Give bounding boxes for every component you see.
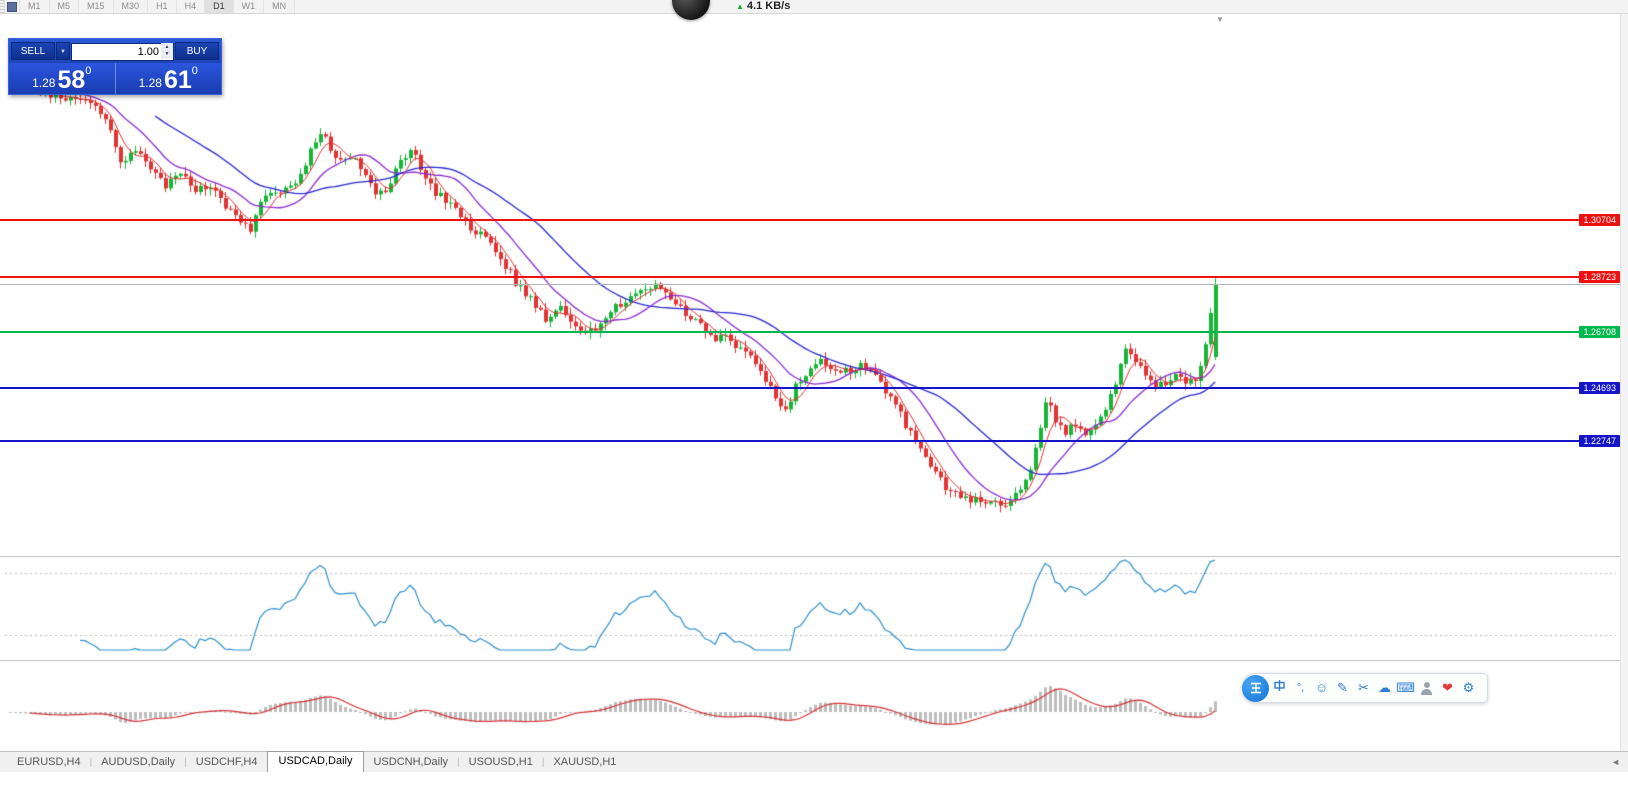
tab-usdcnh-daily[interactable]: USDCNH,Daily [373,756,449,768]
timeframe-w1[interactable]: W1 [234,0,265,13]
volume-spinner[interactable]: ▲ ▼ [161,43,173,59]
price-level-label: 1.22747 [1579,435,1620,447]
buy-price-main: 61 [163,65,192,94]
tab-usdcad-daily[interactable]: USDCAD,Daily [266,751,365,772]
user-icon[interactable] [1416,681,1437,695]
chart-tab-bar: EURUSD,H4 | AUDUSD,Daily | USDCHF,H4 USDCA… [0,751,1628,772]
tab-separator: | [541,756,545,768]
timeframe-d1[interactable]: D1 [205,0,234,13]
buy-price-prefix: 1.28 [138,76,162,90]
buy-button[interactable]: BUY [175,42,219,60]
network-speed-value: 4.1 KB/s [746,0,791,12]
price-level-label: 1.30704 [1579,214,1620,226]
support-line-blue-2[interactable]: 1.22747 [0,435,1620,447]
timeframe-h1[interactable]: H1 [148,0,177,13]
price-level-label: 1.24693 [1579,382,1620,394]
chart-mode-icon[interactable] [5,0,20,13]
timeframe-mn[interactable]: MN [264,0,296,13]
buy-price-pip: 0 [191,65,198,77]
timeframe-m5[interactable]: M5 [50,0,80,13]
sell-button[interactable]: SELL [11,42,55,60]
buy-quote: 1.28 61 0 [116,63,222,94]
resistance-line-2[interactable]: 1.28723 [0,271,1620,283]
periods-toolbar: M1 M5 M15 M30 H1 H4 D1 W1 MN [0,0,1628,14]
vertical-scrollbar[interactable] [1620,13,1628,771]
emoji-icon[interactable]: ☺ [1314,680,1329,695]
tab-eurusd-h4[interactable]: EURUSD,H4 [17,756,81,768]
timeframe-m15[interactable]: M15 [79,0,114,13]
sell-quote: 1.28 58 0 [9,63,116,94]
price-level-label: 1.28723 [1579,271,1620,283]
chart-shift-marker-icon[interactable]: ▼ [1216,15,1224,24]
tab-scroll-left-icon[interactable]: ◄ [1611,757,1620,767]
one-click-trading-panel: SELL ▼ ▲▼ BUY 1.28 58 0 1.28 61 0 [8,38,222,95]
tab-audusd-daily[interactable]: AUDUSD,Daily [101,756,176,768]
tab-usousd-h1[interactable]: USOUSD,H1 [468,756,533,768]
ime-toolbar: °, ☺ ✎ ✂ ☁ ⌨ ❤ ⚙ [1242,673,1488,703]
gray-horizontal-line[interactable] [0,284,1620,285]
toolbar-drag-handle[interactable] [0,0,5,13]
pen-icon[interactable]: ✎ [1337,680,1348,695]
resistance-line-1[interactable]: 1.30704 [0,214,1620,226]
tab-xauusd-h1[interactable]: XAUUSD,H1 [553,756,617,768]
price-level-label: 1.26708 [1579,326,1620,338]
spin-down-icon[interactable]: ▼ [164,51,170,57]
upload-arrow-icon: ▲ [736,1,744,11]
scissors-icon[interactable]: ✂ [1358,680,1369,695]
tab-separator: | [184,756,187,768]
network-speed-indicator: ▲ 4.1 KB/s [736,0,790,12]
support-line-blue-1[interactable]: 1.24693 [0,382,1620,394]
sell-dropdown-icon[interactable]: ▼ [56,42,70,60]
price-chart-canvas[interactable] [0,0,1628,751]
floating-ball-widget[interactable] [672,0,710,20]
pane-separator[interactable] [0,556,1628,557]
sogou-logo-icon[interactable] [1242,674,1269,702]
punctuation-icon[interactable]: °, [1296,682,1305,694]
timeframe-m1[interactable]: M1 [20,0,50,13]
tab-usdchf-h4[interactable]: USDCHF,H4 [195,756,258,768]
timeframe-m30[interactable]: M30 [114,0,149,13]
tab-separator: | [457,756,460,768]
support-line-green[interactable]: 1.26708 [0,326,1620,338]
favorite-icon[interactable]: ❤ [1442,680,1453,695]
sell-price-prefix: 1.28 [32,76,56,90]
pane-separator[interactable] [0,660,1628,661]
chinese-mode-icon[interactable] [1269,675,1290,701]
volume-input[interactable] [71,43,174,61]
sell-price-main: 58 [57,65,86,94]
settings-gear-icon[interactable]: ⚙ [1462,680,1475,695]
cloud-icon[interactable]: ☁ [1378,680,1391,695]
keyboard-icon[interactable]: ⌨ [1396,680,1415,695]
sell-price-pip: 0 [85,65,92,77]
tab-separator: | [89,756,93,768]
spin-up-icon[interactable]: ▲ [164,44,170,50]
timeframe-h4[interactable]: H4 [177,0,206,13]
